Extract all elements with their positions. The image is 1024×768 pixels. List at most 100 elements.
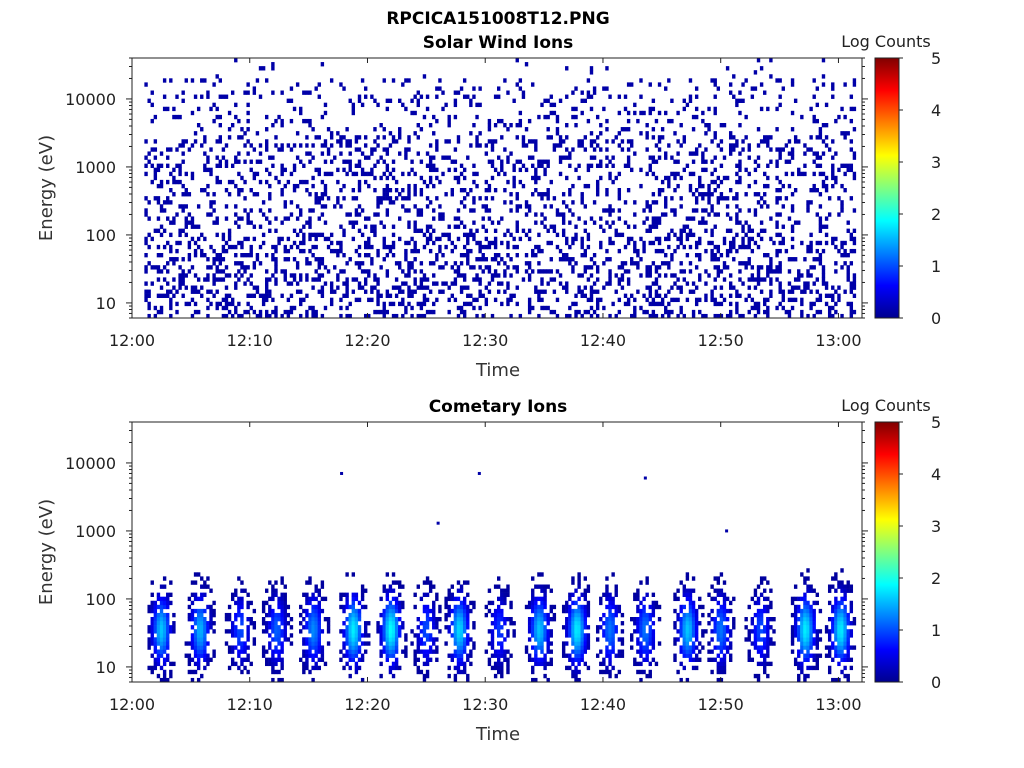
heatmap-cell xyxy=(246,127,250,132)
heatmap-cell xyxy=(246,151,250,156)
heatmap-cell xyxy=(162,629,167,634)
heatmap-cell xyxy=(725,625,730,630)
heatmap-cell xyxy=(623,261,628,266)
heatmap-cell xyxy=(382,309,386,315)
heatmap-cell xyxy=(849,118,854,124)
heatmap-cell xyxy=(719,592,724,597)
heatmap-cell xyxy=(691,576,696,581)
heatmap-cell xyxy=(462,196,467,201)
heatmap-cell xyxy=(586,665,591,671)
heatmap-cell xyxy=(710,293,714,298)
heatmap-cell xyxy=(280,118,284,124)
heatmap-cell xyxy=(840,244,844,250)
heatmap-cell xyxy=(268,289,272,294)
heatmap-cell xyxy=(818,155,823,160)
heatmap-cell xyxy=(416,301,420,307)
heatmap-cell xyxy=(169,232,173,238)
heatmap-cell xyxy=(701,192,705,197)
heatmap-cell xyxy=(524,232,529,238)
heatmap-cell xyxy=(713,625,717,630)
heatmap-cell xyxy=(428,580,433,585)
heatmap-cell xyxy=(159,163,164,168)
heatmap-cell xyxy=(716,608,721,614)
heatmap-cell xyxy=(611,665,615,671)
heatmap-cell xyxy=(599,123,603,128)
heatmap-cell xyxy=(469,228,473,233)
heatmap-cell xyxy=(246,253,250,258)
heatmap-cell xyxy=(518,78,523,83)
heatmap-cell xyxy=(543,653,547,658)
heatmap-cell xyxy=(518,313,523,319)
heatmap-cell xyxy=(308,637,312,642)
heatmap-cell xyxy=(657,82,662,87)
heatmap-cell xyxy=(159,653,164,658)
heatmap-cell xyxy=(571,257,575,262)
heatmap-cell xyxy=(725,204,730,209)
heatmap-cell xyxy=(679,261,683,266)
heatmap-cell xyxy=(472,200,476,205)
heatmap-cell xyxy=(172,175,176,181)
heatmap-cell xyxy=(342,641,346,646)
heatmap-cell xyxy=(586,265,591,270)
heatmap-cell xyxy=(252,261,257,266)
heatmap-cell xyxy=(156,661,161,667)
heatmap-cell xyxy=(385,608,390,614)
heatmap-cell xyxy=(246,212,250,217)
heatmap-cell xyxy=(308,151,312,156)
heatmap-cell xyxy=(478,257,482,262)
heatmap-cell xyxy=(531,600,535,606)
heatmap-cell xyxy=(444,192,448,197)
heatmap-cell xyxy=(831,163,835,168)
heatmap-cell xyxy=(571,580,575,585)
heatmap-cell xyxy=(144,212,148,217)
heatmap-cell xyxy=(673,621,677,626)
heatmap-cell xyxy=(679,621,683,626)
heatmap-cell xyxy=(676,313,680,319)
heatmap-cell xyxy=(571,657,575,662)
heatmap-cell xyxy=(744,625,748,630)
heatmap-cell xyxy=(283,633,287,638)
heatmap-cell xyxy=(744,114,748,120)
heatmap-cell xyxy=(571,669,575,675)
heatmap-cell xyxy=(719,253,724,258)
heatmap-cell xyxy=(574,617,578,622)
heatmap-cell xyxy=(617,110,622,116)
heatmap-cell xyxy=(339,139,343,144)
heatmap-cell xyxy=(577,637,581,642)
heatmap-cell xyxy=(815,277,819,282)
heatmap-cell xyxy=(277,637,281,642)
heatmap-cell xyxy=(651,645,656,650)
heatmap-cell xyxy=(784,196,789,201)
heatmap-cell xyxy=(738,167,742,173)
heatmap-cell xyxy=(472,625,476,630)
heatmap-cell xyxy=(849,261,854,266)
heatmap-cell xyxy=(595,188,600,193)
heatmap-cell xyxy=(484,204,489,209)
heatmap-cell xyxy=(181,98,185,103)
heatmap-cell xyxy=(462,78,467,83)
heatmap-cell xyxy=(385,596,390,602)
heatmap-cell xyxy=(459,163,464,168)
heatmap-cell xyxy=(203,592,207,597)
heatmap-cell xyxy=(351,171,356,177)
heatmap-cell xyxy=(317,621,321,626)
heatmap-cell xyxy=(370,289,374,294)
heatmap-cell xyxy=(719,147,724,152)
heatmap-cell xyxy=(608,629,612,634)
heatmap-cell xyxy=(295,183,300,189)
heatmap-cell xyxy=(382,192,386,197)
heatmap-cell xyxy=(493,584,498,589)
heatmap-cell xyxy=(438,265,442,270)
heatmap-cell xyxy=(428,179,433,185)
heatmap-cell xyxy=(435,621,439,626)
heatmap-cell xyxy=(283,608,287,614)
heatmap-cell xyxy=(280,612,284,618)
heatmap-cell xyxy=(843,82,847,87)
heatmap-cell xyxy=(370,224,374,229)
heatmap-cell xyxy=(153,167,158,173)
heatmap-cell xyxy=(527,208,532,213)
heatmap-cell xyxy=(673,175,677,181)
heatmap-cell xyxy=(382,588,386,593)
heatmap-cell xyxy=(565,625,569,630)
heatmap-cell xyxy=(357,600,362,606)
